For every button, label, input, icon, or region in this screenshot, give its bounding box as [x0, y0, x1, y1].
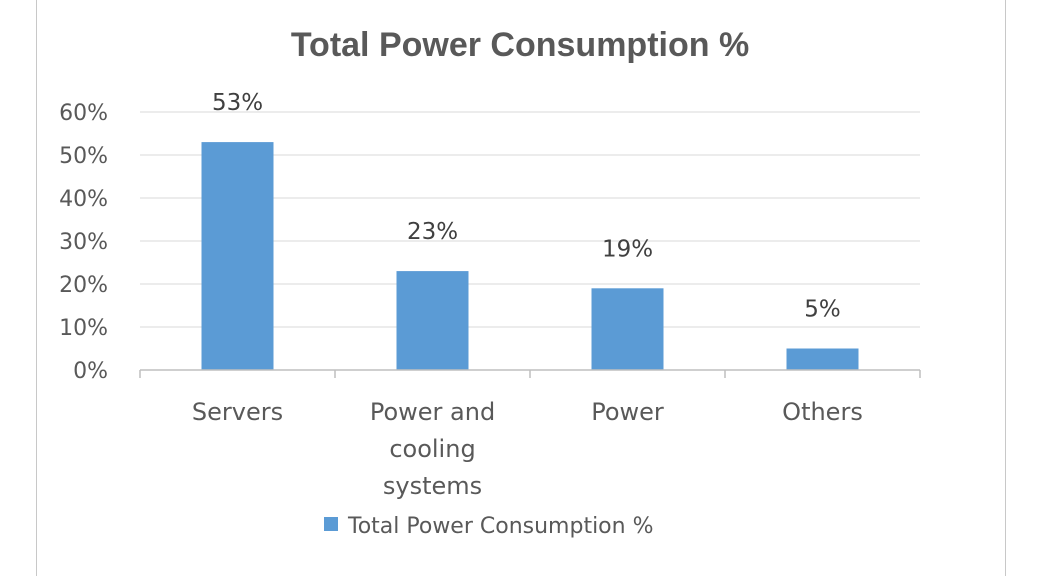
- y-tick-label: 60%: [59, 101, 108, 126]
- y-tick-label: 30%: [59, 230, 108, 255]
- category-label: Power and cooling systems: [370, 398, 495, 500]
- legend-swatch: [324, 517, 338, 531]
- bar-power: [591, 288, 664, 370]
- category-labels: Servers Power and cooling systems Power Other…: [192, 398, 863, 500]
- y-tick-label: 40%: [59, 187, 108, 212]
- y-tick-label: 10%: [59, 316, 108, 341]
- y-tick-label: 20%: [59, 273, 108, 298]
- bar-servers: [201, 142, 274, 370]
- data-labels: 53% 23% 19% 5%: [212, 90, 841, 322]
- category-label: Servers: [192, 398, 283, 426]
- data-label: 23%: [407, 219, 458, 245]
- y-tick-label: 0%: [73, 359, 108, 384]
- data-label: 53%: [212, 90, 263, 116]
- x-axis: [139, 369, 921, 378]
- legend-label: Total Power Consumption %: [347, 514, 654, 539]
- bars: [201, 142, 859, 370]
- chart-frame: [36, 0, 1006, 576]
- category-label: Others: [782, 398, 863, 426]
- bar-power-and-cooling-systems: [396, 271, 469, 370]
- category-label: Power: [591, 398, 664, 426]
- bar-others: [786, 348, 859, 370]
- y-tick-label: 50%: [59, 144, 108, 169]
- legend: Total Power Consumption %: [324, 514, 654, 539]
- chart-title: Total Power Consumption %: [291, 26, 749, 64]
- data-label: 5%: [804, 297, 841, 323]
- y-axis-ticks: 0% 10% 20% 30% 40% 50% 60%: [59, 101, 108, 384]
- data-label: 19%: [602, 236, 653, 262]
